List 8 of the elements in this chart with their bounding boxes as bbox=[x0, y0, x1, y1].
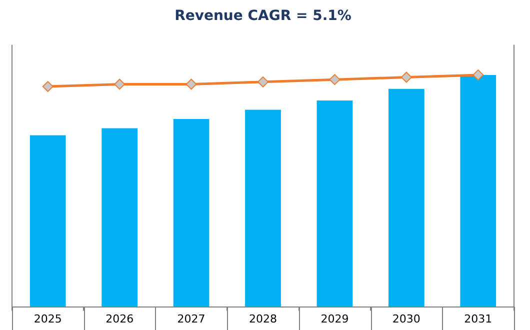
chart-title: Revenue CAGR = 5.1% bbox=[174, 8, 352, 24]
x-tick-label: 2031 bbox=[464, 312, 492, 326]
x-tick-label: 2030 bbox=[392, 312, 420, 326]
x-tick-label: 2028 bbox=[249, 312, 277, 326]
x-tick-label: 2025 bbox=[34, 312, 62, 326]
x-tick-label: 2029 bbox=[320, 312, 349, 326]
x-tick-label: 2026 bbox=[106, 312, 134, 326]
x-tick-label: 2027 bbox=[177, 312, 206, 326]
